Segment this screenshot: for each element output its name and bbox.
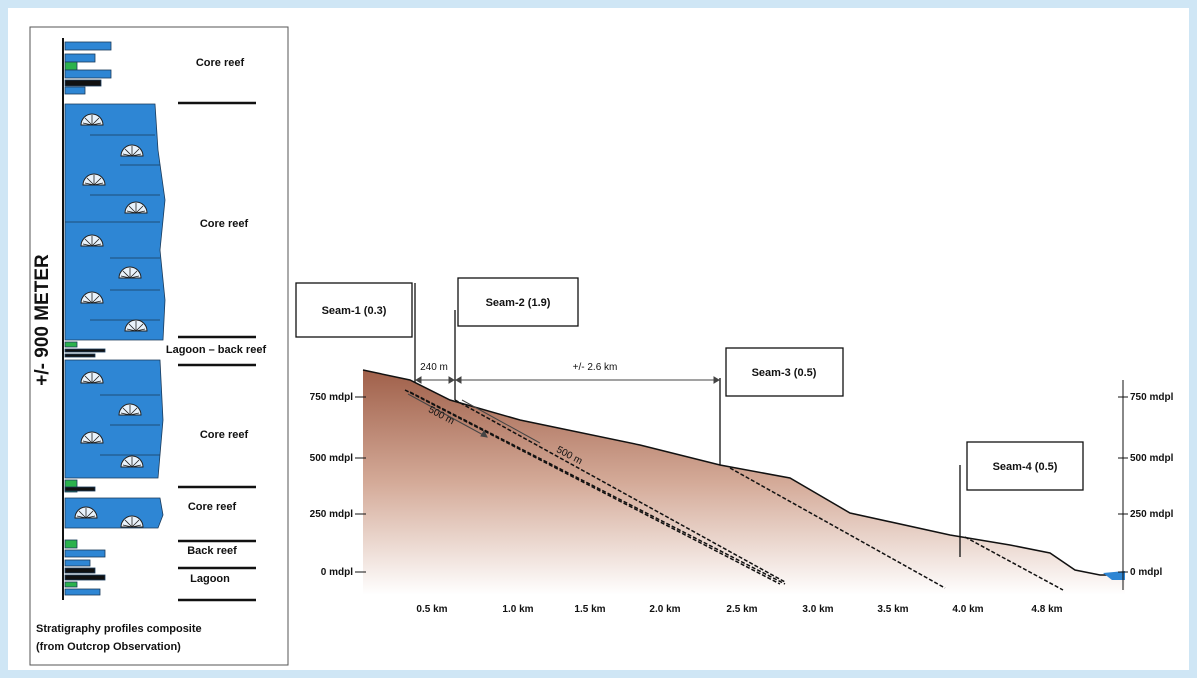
distance-label: +/- 2.6 km — [573, 362, 618, 373]
unit-label: Core reef — [196, 57, 245, 69]
distance-axis-label: 3.5 km — [877, 604, 908, 615]
seam-label: Seam-3 (0.5) — [752, 367, 817, 379]
water — [1103, 571, 1125, 580]
thickness-label: +/- 900 METER — [32, 254, 53, 386]
seam-dip-lines — [404, 389, 1064, 591]
distance-axis-label: 1.5 km — [574, 604, 605, 615]
elev-label: 750 mdpl — [310, 392, 354, 403]
elev-label: 0 mdpl — [1130, 567, 1162, 578]
elev-label: 250 mdpl — [1130, 509, 1174, 520]
distance-axis-label: 2.5 km — [726, 604, 757, 615]
seam-label: Seam-4 (0.5) — [993, 461, 1058, 473]
distance-axis-label: 2.0 km — [649, 604, 680, 615]
elev-label: 500 mdpl — [310, 453, 354, 464]
unit-label: Lagoon – back reef — [166, 344, 267, 356]
caption: Stratigraphy profiles composite — [36, 623, 202, 635]
distance-axis-label: 0.5 km — [416, 604, 447, 615]
unit-label: Core reef — [188, 501, 237, 513]
distance-axis-label: 1.0 km — [502, 604, 533, 615]
unit-boundaries — [178, 101, 256, 602]
elev-label: 500 mdpl — [1130, 453, 1174, 464]
elev-label: 250 mdpl — [310, 509, 354, 520]
distance-label: 240 m — [420, 362, 448, 373]
seam-label: Seam-2 (1.9) — [486, 297, 551, 309]
seam-markers — [295, 277, 1084, 557]
unit-label: Back reef — [187, 545, 237, 557]
strat-column — [62, 38, 166, 600]
unit-label: Lagoon — [190, 573, 230, 585]
elev-label: 750 mdpl — [1130, 392, 1174, 403]
terrain — [363, 370, 1125, 595]
unit-label: Core reef — [200, 218, 249, 230]
caption: (from Outcrop Observation) — [36, 641, 181, 653]
elev-label: 0 mdpl — [321, 567, 353, 578]
distance-axis-label: 4.8 km — [1031, 604, 1062, 615]
unit-label: Core reef — [200, 429, 249, 441]
seam-label: Seam-1 (0.3) — [322, 305, 387, 317]
distance-axis-label: 3.0 km — [802, 604, 833, 615]
distance-arrows — [407, 376, 720, 444]
distance-axis-label: 4.0 km — [952, 604, 983, 615]
elevation-ticks — [355, 380, 1128, 590]
